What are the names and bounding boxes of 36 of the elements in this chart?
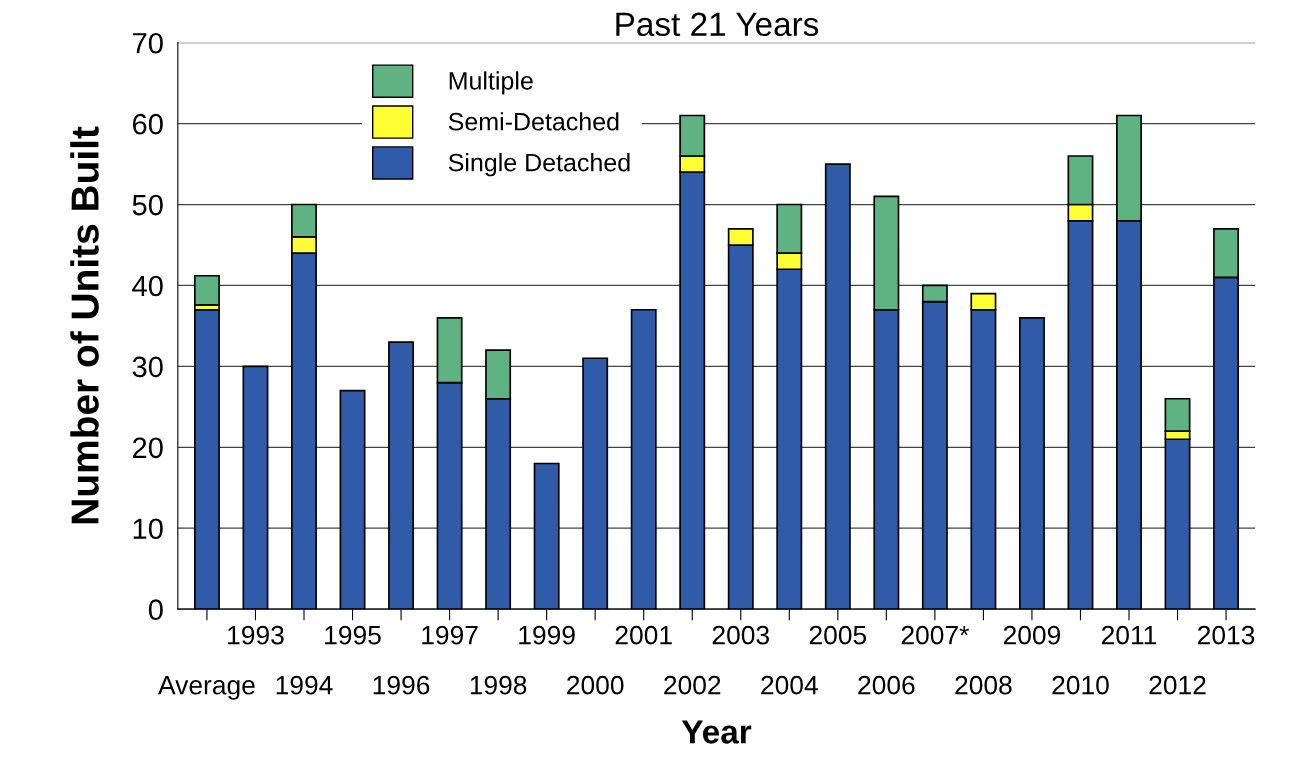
x-tick-label: 1999	[519, 625, 575, 645]
y-tick-label: 0	[148, 599, 163, 621]
x-tick-label: 1997	[422, 625, 478, 645]
x-tick-label: 2011	[1101, 625, 1157, 645]
y-tick-label: 40	[132, 275, 163, 297]
legend-label: Semi-Detached	[448, 112, 619, 131]
x-tick-label: 2013	[1198, 625, 1255, 645]
x-tick-label: 2006	[858, 675, 915, 695]
legend-label: Multiple	[449, 71, 533, 95]
x-tick-label: 2004	[761, 675, 818, 695]
chart-title: Past 21 Years	[616, 12, 819, 37]
x-tick-label: 2005	[809, 625, 867, 645]
x-tick-label: 1993	[228, 625, 284, 645]
y-tick-label: 50	[132, 194, 163, 216]
x-axis-title: Year	[681, 720, 752, 744]
x-tick-label: 2002	[664, 675, 721, 695]
y-tick-label: 30	[132, 356, 163, 378]
x-tick-label: 2001	[615, 625, 672, 645]
y-axis-title: Number of Units Built	[70, 126, 99, 524]
y-tick-label: 70	[132, 32, 163, 54]
y-tick-label: 20	[132, 437, 163, 459]
x-tick-label: 2008	[955, 675, 1012, 695]
x-tick-label: 2012	[1149, 675, 1206, 695]
legend-label: Single Detached	[448, 153, 630, 177]
y-tick-label: 10	[133, 518, 163, 540]
x-tick-label: 2010	[1052, 675, 1109, 695]
x-tick-label: 2000	[567, 675, 624, 695]
x-tick-label: 2007*	[901, 625, 969, 645]
x-tick-label: Average	[158, 676, 255, 700]
x-tick-label: 2003	[712, 625, 769, 645]
x-tick-label: 1995	[325, 625, 381, 645]
x-tick-label: 1994	[276, 675, 333, 695]
x-tick-label: 1998	[470, 675, 527, 695]
y-tick-label: 60	[132, 113, 163, 135]
x-tick-label: 2009	[1003, 625, 1061, 645]
x-tick-label: 1996	[373, 675, 430, 695]
